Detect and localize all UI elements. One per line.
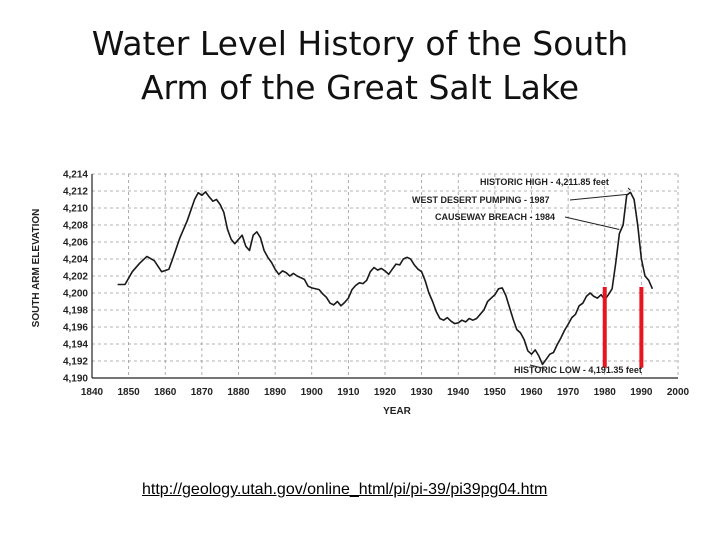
- title-line-2: Arm of the Great Salt Lake: [140, 68, 580, 107]
- water-level-chart: 4,190 4,192 4,194 4,196 4,198 4,200 4,202 4,204…: [30, 158, 690, 430]
- x-tick-label: 1870: [191, 387, 214, 398]
- x-tick-label: 1990: [630, 387, 653, 398]
- y-tick-label: 4,194: [63, 340, 88, 351]
- x-tick-label: 1930: [411, 387, 434, 398]
- leader-causeway-breach: [564, 216, 620, 230]
- y-tick-label: 4,192: [63, 357, 88, 368]
- x-tick-label: 1910: [337, 387, 360, 398]
- chart-background: [30, 158, 690, 430]
- y-tick-label: 4,208: [63, 221, 88, 232]
- annotation-causeway-breach: CAUSEWAY BREACH - 1984: [435, 212, 555, 222]
- y-tick-labels: 4,190 4,192 4,194 4,196 4,198 4,200 4,202 4,204…: [63, 170, 88, 385]
- x-tick-label: 1960: [520, 387, 543, 398]
- marker-group: [602, 287, 644, 368]
- leader-historic-high: [627, 187, 631, 191]
- x-tick-label: 1880: [227, 387, 250, 398]
- source-link[interactable]: http://geology.utah.gov/online_html/pi/p…: [142, 481, 548, 498]
- series-line-0: [117, 191, 654, 366]
- x-tick-label: 1850: [118, 387, 141, 398]
- x-tick-labels: 1840 1850 1860 1870 1880 1890 1900 1910 1920 1930…: [81, 387, 690, 398]
- y-tick-label: 4,202: [63, 272, 88, 283]
- y-tick-label: 4,200: [63, 289, 88, 300]
- x-tick-label: 1890: [264, 387, 287, 398]
- slide-title: Water Level History of the South Arm of …: [0, 22, 720, 110]
- annotation-group: HISTORIC HIGH - 4,211.85 feet WEST DESERT…: [412, 177, 642, 375]
- leader-west-desert-pumping: [569, 193, 629, 201]
- y-axis-title: SOUTH ARM ELEVATION: [31, 209, 42, 328]
- annotation-historic-low: HISTORIC LOW - 4,191.35 feet: [514, 365, 642, 375]
- x-tick-label: 1940: [447, 387, 470, 398]
- leader-historic-low: [529, 364, 545, 370]
- x-tick-label: 1950: [484, 387, 507, 398]
- x-tick-label: 2000: [667, 387, 690, 398]
- x-tick-label: 1980: [594, 387, 617, 398]
- y-tick-label: 4,206: [63, 238, 88, 249]
- title-line-1: Water Level History of the South: [91, 24, 629, 63]
- x-tick-label: 1970: [557, 387, 580, 398]
- x-axis-title: YEAR: [383, 406, 412, 417]
- y-tick-label: 4,210: [63, 204, 88, 215]
- y-tick-label: 4,214: [63, 170, 88, 181]
- x-tick-label: 1840: [81, 387, 104, 398]
- annotation-historic-high: HISTORIC HIGH - 4,211.85 feet: [480, 177, 609, 187]
- annotation-west-desert-pumping: WEST DESERT PUMPING - 1987: [412, 195, 550, 205]
- chart-grid: [91, 173, 679, 379]
- x-tick-label: 1920: [374, 387, 397, 398]
- y-tick-label: 4,212: [63, 187, 88, 198]
- y-tick-label: 4,196: [63, 323, 88, 334]
- y-tick-label: 4,204: [63, 255, 88, 266]
- y-tick-label: 4,190: [63, 374, 88, 385]
- series-group: [117, 191, 654, 366]
- y-tick-label: 4,198: [63, 306, 88, 317]
- x-tick-label: 1860: [154, 387, 177, 398]
- x-tick-label: 1900: [301, 387, 324, 398]
